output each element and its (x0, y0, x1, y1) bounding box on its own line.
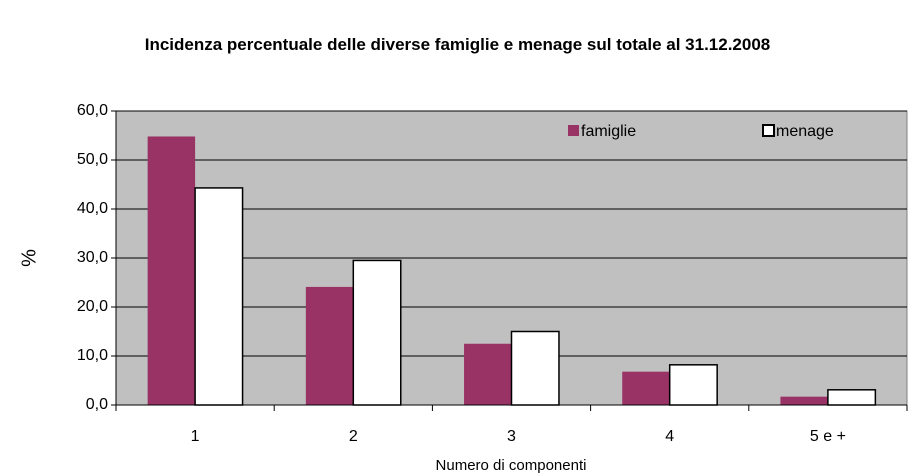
legend-swatch (762, 124, 775, 137)
bar (827, 389, 877, 406)
bar (780, 396, 828, 405)
y-tick-label: 60,0 (77, 102, 108, 119)
bar (194, 187, 244, 406)
y-axis-label: % (18, 249, 40, 267)
legend-label: famiglie (581, 123, 636, 140)
y-tick-label: 0,0 (86, 396, 108, 413)
legend-label: menage (776, 123, 834, 140)
x-tick-label: 1 (191, 428, 200, 445)
bar (147, 136, 196, 406)
bar (668, 364, 718, 406)
x-tick-label: 3 (507, 428, 516, 445)
x-axis-label: Numero di componenti (436, 457, 587, 474)
bar (510, 330, 560, 406)
chart-title: Incidenza percentuale delle diverse fami… (144, 35, 771, 54)
x-tick-label: 5 e + (810, 428, 846, 445)
x-tick-label: 2 (349, 428, 358, 445)
bar (352, 259, 402, 406)
x-tick-label: 4 (665, 428, 674, 445)
y-tick-label: 20,0 (77, 298, 108, 315)
y-tick-label: 50,0 (77, 151, 108, 168)
bar (464, 343, 512, 405)
legend-swatch (568, 125, 579, 136)
bar (305, 286, 354, 405)
y-tick-label: 40,0 (77, 200, 108, 217)
y-tick-label: 30,0 (77, 249, 108, 266)
y-tick-label: 10,0 (77, 347, 108, 364)
bar (622, 371, 670, 405)
